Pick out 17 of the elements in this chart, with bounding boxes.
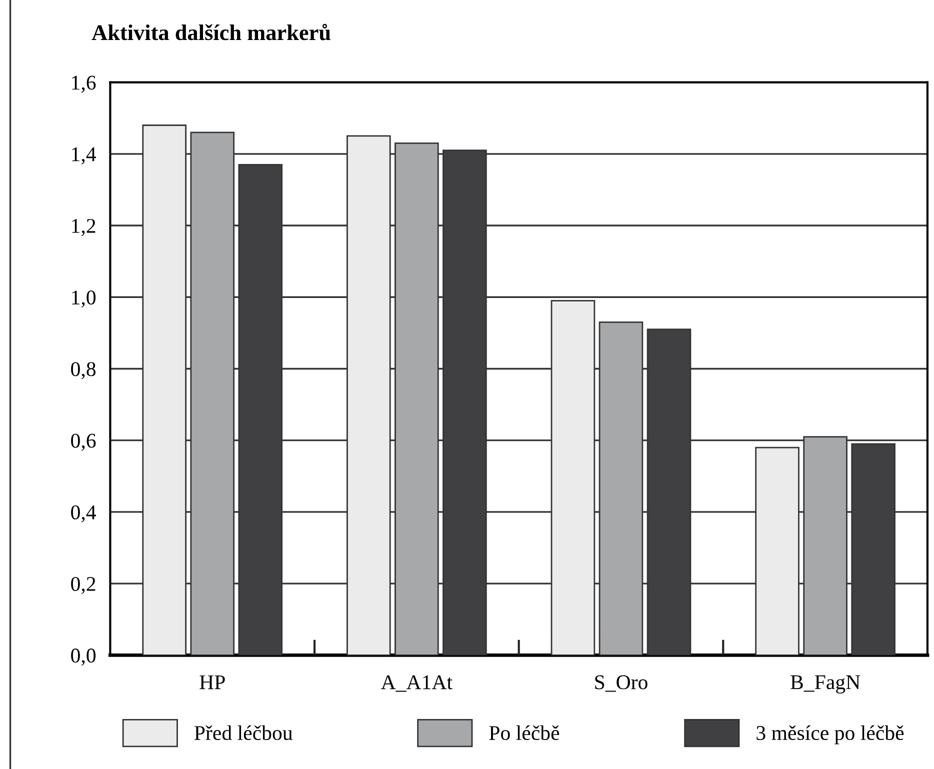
y-tick-label: 1,6 [72, 76, 96, 93]
x-tick-label: B_FagN [790, 675, 860, 694]
legend-label: Po léčbě [489, 725, 560, 740]
chart-title: Aktivita dalších markerů [92, 24, 330, 40]
x-tick-label: S_Oro [595, 675, 648, 692]
y-tick-label: 0,2 [71, 576, 96, 594]
legend-label: Před léčbou [194, 725, 292, 740]
y-tick-label: 0,8 [71, 362, 96, 380]
y-tick-label: 0,0 [71, 648, 96, 666]
y-tick-label: 1,4 [72, 147, 96, 164]
y-tick-label: 0,4 [71, 505, 96, 522]
y-tick-label: 0,6 [71, 434, 96, 451]
y-tick-label: 1,0 [72, 290, 96, 308]
x-tick-label: A_A1At [381, 675, 452, 692]
legend-label: 3 měsíce po léčbě [756, 725, 904, 744]
y-tick-label: 1,2 [72, 218, 96, 236]
x-tick-label: HP [200, 675, 225, 690]
